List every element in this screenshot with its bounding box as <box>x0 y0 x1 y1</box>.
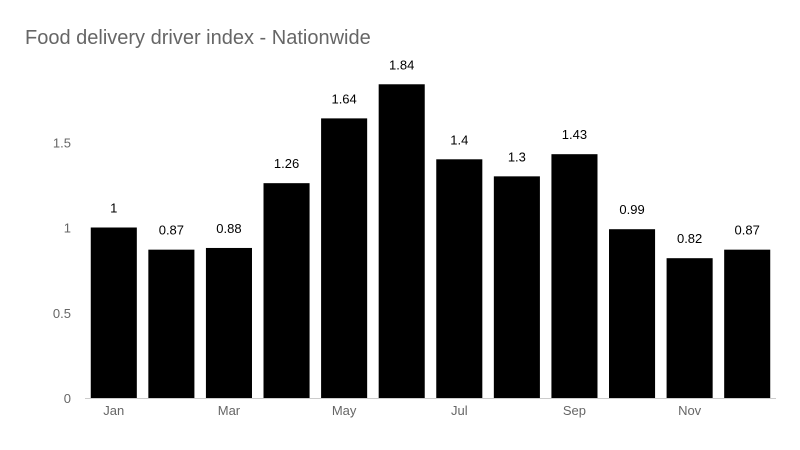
x-tick-label: May <box>332 403 357 418</box>
bar-may <box>321 118 368 398</box>
bar-nov <box>666 258 713 398</box>
bar-apr <box>263 183 310 398</box>
data-labels: 1 0.87 0.88 1.26 1.64 1.84 1.4 1.3 1.43 0.99 0.82 0… <box>110 57 760 246</box>
bar-oct <box>609 229 656 398</box>
bar-jan <box>90 227 137 398</box>
y-axis: 0 0.5 1 1.5 <box>53 135 71 406</box>
data-label: 1 <box>110 201 117 216</box>
data-label: 0.82 <box>677 231 702 246</box>
data-label: 0.87 <box>159 223 184 238</box>
data-label: 0.87 <box>735 223 760 238</box>
y-tick-label: 0 <box>64 391 71 406</box>
bar-aug <box>493 176 540 398</box>
bar-mar <box>205 247 252 398</box>
bar-dec <box>724 249 771 398</box>
bar-jun <box>378 84 425 398</box>
x-tick-label: Mar <box>218 403 241 418</box>
data-label: 1.4 <box>450 132 468 147</box>
y-tick-label: 1.5 <box>53 135 71 150</box>
x-axis: Jan Mar May Jul Sep Nov <box>85 398 776 418</box>
data-label: 0.88 <box>216 221 241 236</box>
bar-jul <box>436 159 483 398</box>
x-tick-label: Nov <box>678 403 702 418</box>
data-label: 1.43 <box>562 127 587 142</box>
y-tick-label: 1 <box>64 221 71 236</box>
data-label: 1.84 <box>389 57 414 72</box>
x-tick-label: Jan <box>103 403 124 418</box>
data-label: 0.99 <box>619 202 644 217</box>
y-tick-label: 0.5 <box>53 306 71 321</box>
bars <box>90 84 771 398</box>
x-tick-label: Jul <box>451 403 468 418</box>
chart-title: Food delivery driver index - Nationwide <box>25 27 371 49</box>
data-label: 1.26 <box>274 156 299 171</box>
data-label: 1.64 <box>331 91 356 106</box>
data-label: 1.3 <box>508 149 526 164</box>
bar-sep <box>551 154 598 398</box>
bar-feb <box>148 249 195 398</box>
x-tick-label: Sep <box>563 403 586 418</box>
